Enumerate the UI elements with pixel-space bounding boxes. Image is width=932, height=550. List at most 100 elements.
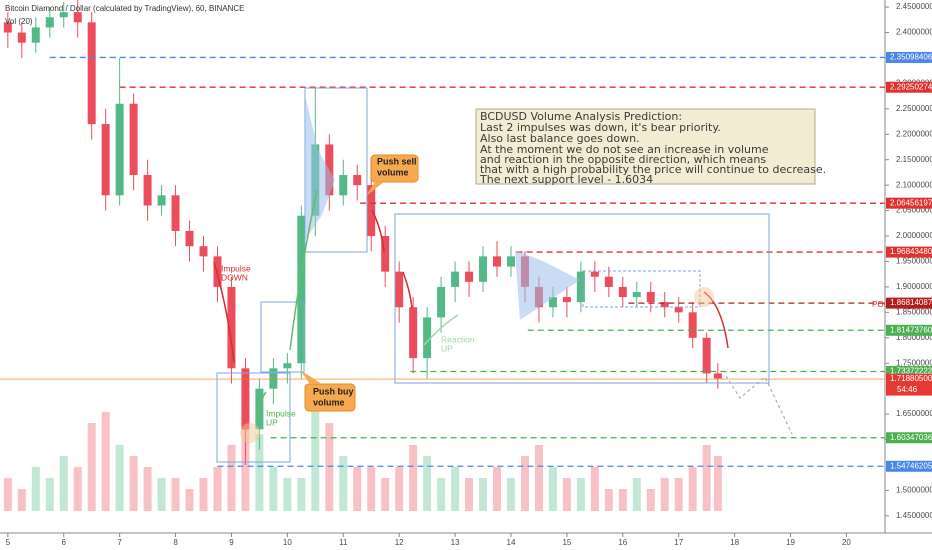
candle-body [465, 271, 474, 282]
y-tick-label: 2.20000000 [896, 129, 932, 138]
callout-tail [366, 182, 384, 196]
level-tag [886, 432, 932, 444]
volume-bar [409, 445, 418, 511]
candle-body [381, 236, 390, 272]
y-tick-label: 2.10000000 [896, 180, 932, 189]
candle-body [59, 12, 68, 18]
level-label: 2.29250274 [890, 82, 932, 91]
candle-body [3, 22, 12, 33]
volume-bar [353, 467, 362, 511]
candle-body [45, 17, 54, 28]
candle-body [688, 312, 697, 338]
candle-body [17, 32, 26, 43]
callout-text: volume [313, 397, 345, 407]
candle-body [590, 271, 599, 277]
candle-body [660, 302, 669, 308]
candle-body [702, 337, 711, 374]
callout-text: volume [377, 167, 409, 177]
volume-bar [129, 456, 138, 511]
level-tag [886, 460, 932, 472]
volume-bar [646, 489, 655, 511]
volume-bar [660, 478, 669, 511]
candle-body [73, 12, 82, 23]
volume-bar [227, 445, 236, 511]
level-label: 1.54746205 [890, 461, 932, 470]
y-tick-label: 2.40000000 [896, 28, 932, 37]
volume-bar [562, 478, 571, 511]
y-tick-label: 1.80000000 [896, 333, 932, 342]
y-tick-label: 2.15000000 [896, 155, 932, 164]
volume-bar [437, 478, 446, 511]
arrow [402, 271, 413, 309]
volume-bar [115, 445, 124, 511]
arrow [255, 391, 267, 421]
volume-bar [465, 478, 474, 511]
y-tick-label: 2.45000000 [896, 2, 932, 11]
volume-bar [506, 478, 515, 511]
level-tag [886, 366, 932, 378]
candle-body [339, 174, 348, 196]
candle-body [283, 363, 292, 369]
profile [305, 95, 335, 240]
zone-box [394, 213, 770, 384]
candle-body [227, 286, 236, 369]
candle-body [451, 271, 460, 287]
candle-body [269, 368, 278, 389]
candle-body [506, 256, 515, 267]
volume-bar [548, 467, 557, 511]
x-tick-label: 6 [62, 538, 67, 547]
candle-body [255, 388, 264, 430]
level-tag [886, 297, 932, 309]
level-label: 1.60347036 [890, 433, 932, 442]
x-tick-label: 10 [283, 538, 292, 547]
candle-body [199, 246, 208, 257]
volume-bar [688, 467, 697, 511]
profile [515, 250, 580, 320]
candle-body [576, 271, 585, 303]
volume-bar [87, 423, 96, 511]
volume-bar [311, 401, 320, 511]
analysis-line: BCDUSD Volume Analysis Prediction: [480, 110, 682, 123]
level-label: 1.96843480 [890, 247, 932, 256]
analysis-box [475, 108, 816, 185]
level-label: 2.06456197 [890, 198, 932, 207]
highlight [694, 287, 714, 307]
callout [304, 383, 356, 412]
volume-bar [590, 467, 599, 511]
candle-body [548, 297, 557, 308]
volume-profile [305, 95, 580, 320]
y-tick-label: 2.25000000 [896, 104, 932, 113]
y-tick-label: 2.00000000 [896, 231, 932, 240]
volume-bar [185, 489, 194, 511]
label: UP [441, 343, 453, 353]
zone-box [260, 301, 305, 373]
x-tick-label: 20 [842, 538, 851, 547]
x-tick-label: 13 [451, 538, 460, 547]
analysis-line: and reaction in the opposite direction, … [480, 153, 766, 166]
zone-box [216, 372, 291, 463]
poc-label: POC [872, 300, 890, 309]
x-tick-label: 7 [117, 538, 122, 547]
level-label: 1.81473760 [890, 325, 932, 334]
zones [216, 87, 770, 463]
candle-body [479, 256, 488, 282]
x-tick-label: 12 [395, 538, 404, 547]
arrow [371, 209, 385, 253]
y-tick-label: 2.05000000 [896, 206, 932, 215]
level-tag [886, 197, 932, 209]
volume-bar [213, 467, 222, 511]
level-tag [886, 81, 932, 93]
y-tick-label: 1.85000000 [896, 307, 932, 316]
volume-bar [143, 467, 152, 511]
candle-body [713, 373, 722, 379]
level-tag [886, 246, 932, 258]
volume-bar [534, 445, 543, 511]
x-tick-label: 5 [6, 538, 11, 547]
label: Impulse [221, 263, 251, 273]
volume-bar [632, 478, 641, 511]
volume-bar [713, 456, 722, 511]
label: DOWN [221, 272, 248, 282]
volume-title: Vol (20) [5, 17, 33, 26]
candle-body [241, 368, 250, 430]
volume-bar [199, 478, 208, 511]
